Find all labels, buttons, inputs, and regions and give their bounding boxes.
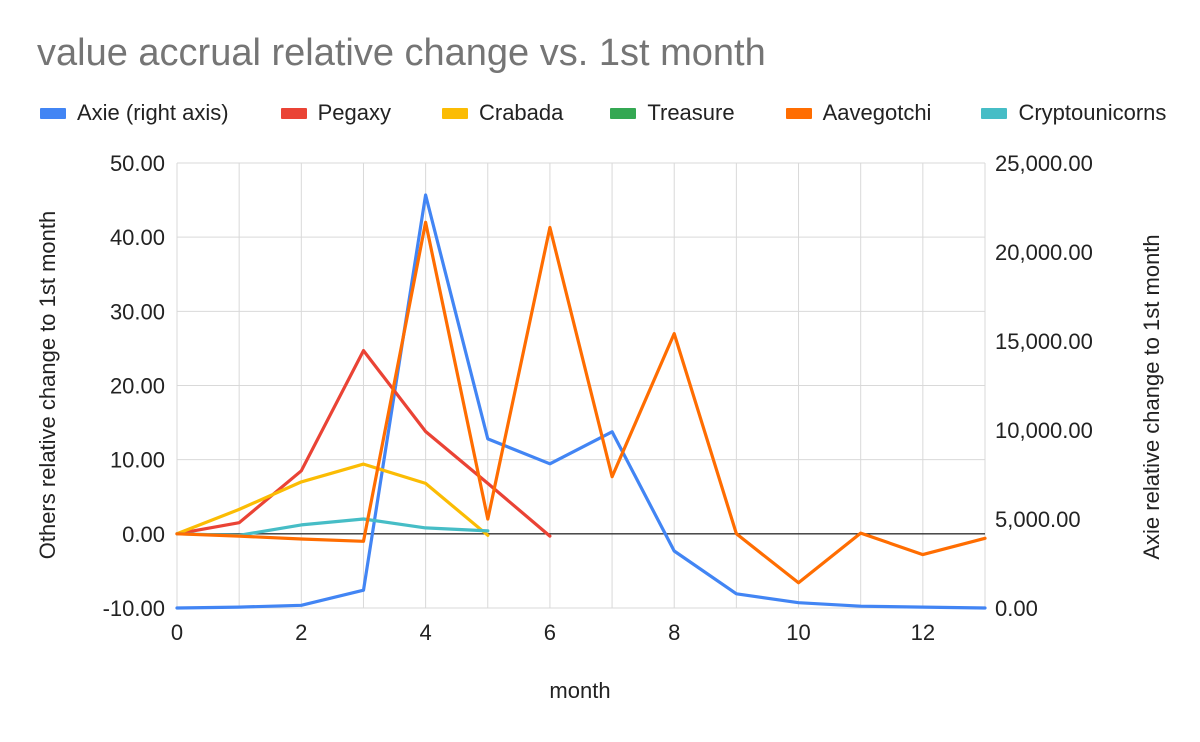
legend-swatch-treasure (610, 107, 637, 119)
legend-swatch-cryptounicorns (981, 107, 1008, 119)
legend-label-pegaxy: Pegaxy (317, 100, 391, 125)
x-tick-label: 12 (911, 620, 935, 645)
series-line-crabada (175, 462, 490, 537)
x-tick-label: 2 (295, 620, 307, 645)
x-tick-label: 8 (668, 620, 680, 645)
x-tick-label: 10 (786, 620, 810, 645)
legend-label-aavegotchi: Aavegotchi (822, 100, 932, 125)
legend-item-treasure[interactable]: Treasure (610, 100, 735, 126)
legend-swatch-aavegotchi (785, 107, 812, 119)
y-right-tick-label: 20,000.00 (995, 240, 1093, 265)
y-left-tick-label: 30.00 (110, 299, 165, 324)
x-axis-title: month (549, 678, 610, 703)
series-line-pegaxy (175, 349, 552, 538)
legend-label-treasure: Treasure (647, 100, 735, 125)
legend-swatch-pegaxy (280, 107, 307, 119)
legend-item-pegaxy[interactable]: Pegaxy (280, 100, 391, 126)
y-left-tick-label: 40.00 (110, 225, 165, 250)
series-lines (175, 193, 987, 610)
y-right-tick-label: 25,000.00 (995, 151, 1093, 176)
x-tick-label: 4 (419, 620, 431, 645)
y-right-tick-label: 10,000.00 (995, 418, 1093, 443)
legend-item-cryptounicorns[interactable]: Cryptounicorns (981, 100, 1166, 126)
x-tick-label: 0 (171, 620, 183, 645)
y-left-axis-title: Others relative change to 1st month (35, 211, 60, 560)
legend-item-aavegotchi[interactable]: Aavegotchi (785, 100, 932, 126)
x-tick-label: 6 (544, 620, 556, 645)
legend: Axie (right axis) Pegaxy Crabada Treasur… (40, 98, 1166, 128)
legend-swatch-crabada (441, 107, 468, 119)
y-left-tick-label: 20.00 (110, 374, 165, 399)
y-right-tick-label: 15,000.00 (995, 329, 1093, 354)
y-left-tick-label: 50.00 (110, 151, 165, 176)
y-right-tick-label: 5,000.00 (995, 507, 1081, 532)
y-left-tick-label: -10.00 (103, 596, 165, 621)
series-line-axie (175, 193, 987, 610)
y-left-tick-label: 10.00 (110, 448, 165, 473)
legend-label-cryptounicorns: Cryptounicorns (1018, 100, 1167, 125)
series-line-cryptounicorns (175, 517, 490, 537)
legend-item-crabada[interactable]: Crabada (441, 100, 564, 126)
grid (176, 162, 986, 609)
y-left-tick-label: 0.00 (122, 522, 165, 547)
y-right-tick-label: 0.00 (995, 596, 1038, 621)
legend-label-axie: Axie (right axis) (77, 100, 229, 125)
legend-swatch-axie (40, 107, 66, 119)
series-line-aavegotchi (175, 220, 987, 585)
legend-item-axie[interactable]: Axie (right axis) (40, 100, 229, 126)
y-right-axis-title: Axie relative change to 1st month (1139, 234, 1164, 559)
legend-label-crabada: Crabada (478, 100, 564, 125)
tick-labels: 50.0040.0030.0020.0010.000.00-10.0025,00… (103, 151, 1093, 645)
chart-title: value accrual relative change vs. 1st mo… (37, 32, 766, 74)
